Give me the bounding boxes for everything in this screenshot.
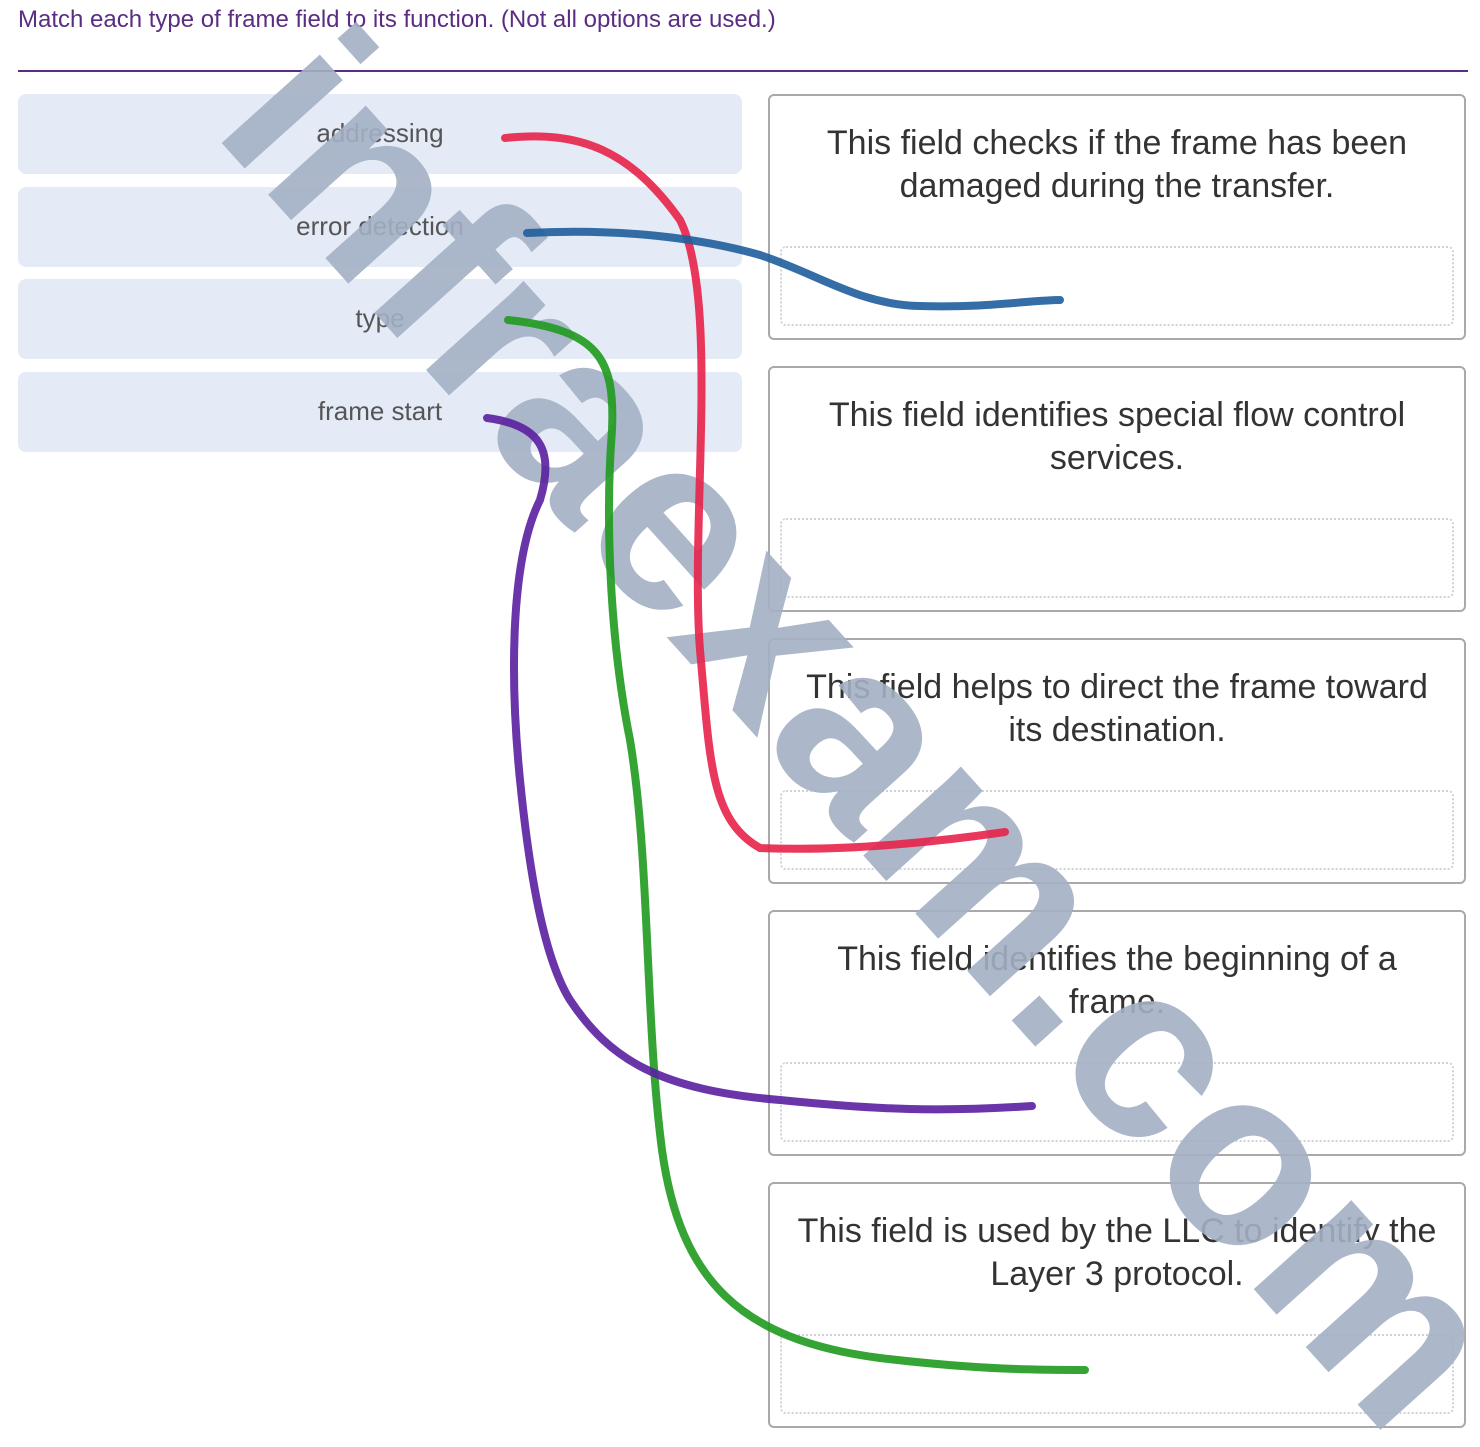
target-description: This field identifies special flow contr… xyxy=(828,396,1406,477)
target-box-3: This field helps to direct the frame tow… xyxy=(768,638,1466,884)
drop-zone[interactable] xyxy=(780,1062,1454,1142)
target-description: This field identifies the beginning of a… xyxy=(837,940,1397,1021)
drop-zone[interactable] xyxy=(780,790,1454,870)
target-box-5: This field is used by the LLC to identif… xyxy=(768,1182,1466,1428)
option-label: frame start xyxy=(317,396,443,426)
target-box-4: This field identifies the beginning of a… xyxy=(768,910,1466,1156)
target-description: This field is used by the LLC to identif… xyxy=(797,1212,1437,1293)
target-box-2: This field identifies special flow contr… xyxy=(768,366,1466,612)
target-box-1: This field checks if the frame has been … xyxy=(768,94,1466,340)
option-label: error detection xyxy=(296,211,464,241)
drop-zone[interactable] xyxy=(780,1334,1454,1414)
option-label: type xyxy=(355,303,405,333)
target-description: This field helps to direct the frame tow… xyxy=(806,668,1428,749)
option-error-detection[interactable]: error detection xyxy=(18,187,742,267)
drop-zone[interactable] xyxy=(780,246,1454,326)
option-addressing[interactable]: addressing xyxy=(18,94,742,174)
option-frame-start[interactable]: frame start xyxy=(18,372,742,452)
option-type[interactable]: type xyxy=(18,279,742,359)
drop-zone[interactable] xyxy=(780,518,1454,598)
divider xyxy=(18,70,1468,72)
instruction-text: Match each type of frame field to its fu… xyxy=(18,6,776,33)
option-label: addressing xyxy=(316,118,444,148)
target-description: This field checks if the frame has been … xyxy=(826,124,1408,205)
